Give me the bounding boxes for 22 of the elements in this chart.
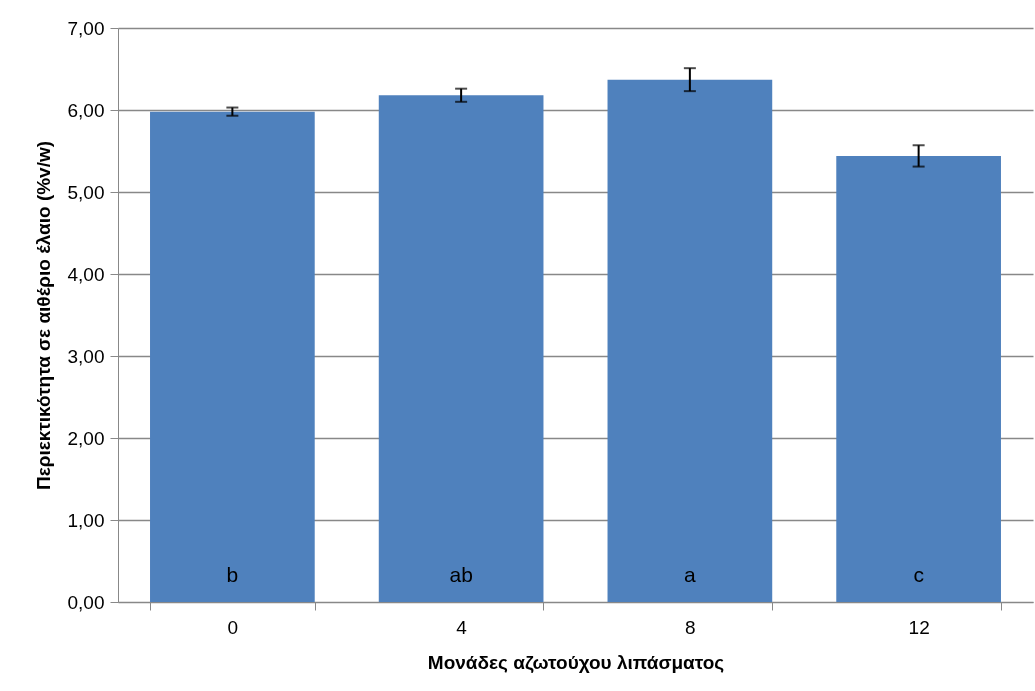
bar: [150, 111, 315, 602]
x-axis-title: Μονάδες αζωτούχου λιπάσματος: [427, 651, 725, 674]
bar: [607, 79, 773, 602]
annotation: c: [913, 563, 924, 586]
x-tick-label: 12: [908, 616, 930, 638]
y-tick-label: 6,00: [67, 99, 105, 121]
x-tick-label: 0: [227, 616, 239, 638]
y-tick-label: 7,00: [67, 17, 105, 39]
bar: [836, 155, 1001, 602]
x-tick-label: 8: [685, 616, 696, 638]
x-tick-label: 4: [456, 616, 468, 638]
y-tick-label: 2,00: [67, 427, 105, 449]
y-tick-label: 0,00: [67, 591, 105, 613]
y-tick-label: 5,00: [67, 181, 105, 203]
annotation: ab: [449, 563, 473, 586]
y-axis-title: Περιεκτικότητα σε αιθέριο έλαιο (%v/w): [32, 140, 54, 491]
bar: [378, 95, 544, 602]
annotation: b: [226, 563, 239, 586]
y-tick-label: 1,00: [67, 509, 105, 531]
annotation: a: [684, 563, 697, 586]
y-tick-label: 3,00: [67, 345, 105, 367]
y-tick-label: 4,00: [67, 263, 105, 285]
